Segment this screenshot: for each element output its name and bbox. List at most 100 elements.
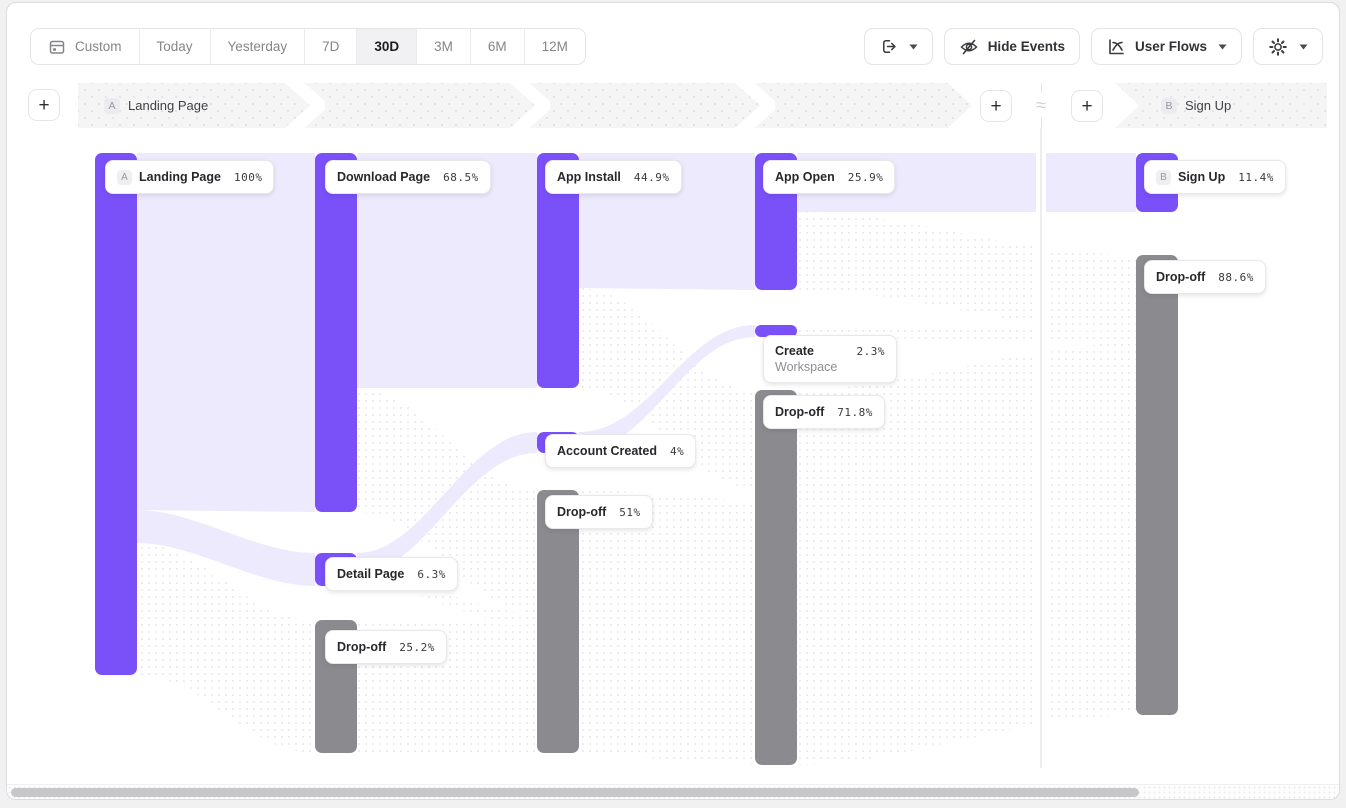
section-b-label: Sign Up bbox=[1185, 98, 1232, 113]
node-card-dropoff-step4[interactable]: Drop-off 71.8% bbox=[763, 395, 885, 429]
add-step-button-right[interactable]: + bbox=[1071, 90, 1103, 122]
flow-landing-to-dropoff2 bbox=[137, 543, 315, 753]
app-window: Custom Today Yesterday 7D 30D 3M 6M 12M bbox=[6, 2, 1340, 800]
date-range-label: Today bbox=[156, 39, 193, 54]
date-range-12m[interactable]: 12M bbox=[524, 29, 585, 64]
date-range-selector: Custom Today Yesterday 7D 30D 3M 6M 12M bbox=[30, 28, 586, 65]
bar-dropoff-section-b[interactable] bbox=[1136, 255, 1178, 715]
hide-events-label: Hide Events bbox=[987, 39, 1065, 54]
node-value: 51% bbox=[619, 505, 641, 519]
node-left: A Landing Page bbox=[117, 169, 221, 185]
date-range-custom[interactable]: Custom bbox=[31, 29, 140, 64]
settings-button[interactable] bbox=[1253, 28, 1323, 65]
flow-section-a-banner: A Landing Page bbox=[78, 83, 972, 128]
section-a-badge: A bbox=[104, 98, 120, 114]
flow-appopen-to-dropoff5 bbox=[797, 212, 1136, 331]
bar-dropoff-step3[interactable] bbox=[537, 490, 579, 753]
node-name: App Open bbox=[775, 170, 835, 184]
add-step-button-left[interactable]: + bbox=[28, 89, 60, 121]
node-badge-b: B bbox=[1156, 169, 1171, 185]
bar-dropoff-step4[interactable] bbox=[755, 390, 797, 765]
section-a-label: Landing Page bbox=[128, 98, 209, 113]
node-value: 25.2% bbox=[399, 640, 435, 654]
node-card-sign-up[interactable]: B Sign Up 11.4% bbox=[1144, 160, 1286, 194]
horizontal-scrollbar-thumb[interactable] bbox=[11, 788, 1139, 797]
chevron-down-icon bbox=[1218, 44, 1227, 50]
node-card-account-created[interactable]: Account Created 4% bbox=[545, 434, 697, 468]
node-value: 44.9% bbox=[633, 170, 670, 184]
node-value: 68.5% bbox=[443, 170, 479, 184]
date-range-6m[interactable]: 6M bbox=[470, 29, 525, 64]
bar-landing-page[interactable] bbox=[95, 153, 137, 675]
node-left: B Sign Up bbox=[1156, 169, 1226, 185]
node-name: Download Page bbox=[337, 170, 431, 184]
date-range-30d[interactable]: 30D bbox=[357, 29, 418, 64]
node-card-landing-page[interactable]: A Landing Page 100% bbox=[105, 160, 275, 194]
bar-create-workspace[interactable] bbox=[755, 325, 797, 337]
flow-createworkspace-to-dropoff5 bbox=[797, 325, 1136, 343]
user-flows-label: User Flows bbox=[1134, 39, 1207, 54]
node-card-dropoff-step3[interactable]: Drop-off 51% bbox=[545, 495, 653, 529]
date-range-label: 7D bbox=[322, 39, 340, 54]
date-range-label: 3M bbox=[434, 39, 453, 54]
flow-dropoff3-to-dropoff4 bbox=[579, 490, 755, 765]
user-flows-button[interactable]: User Flows bbox=[1090, 28, 1242, 65]
node-name: Drop-off bbox=[557, 505, 607, 519]
chevron-separator-icon bbox=[279, 83, 325, 128]
chevron-down-icon bbox=[1299, 44, 1308, 50]
node-value: 71.8% bbox=[837, 405, 873, 419]
date-range-7d[interactable]: 7D bbox=[305, 29, 358, 64]
node-card-dropoff-step2[interactable]: Drop-off 25.2% bbox=[325, 630, 447, 664]
flow-landing-to-detail bbox=[137, 510, 315, 586]
date-range-yesterday[interactable]: Yesterday bbox=[210, 29, 306, 64]
node-value: 88.6% bbox=[1218, 270, 1254, 284]
node-name: Sign Up bbox=[1178, 170, 1226, 184]
node-value: 11.4% bbox=[1238, 170, 1274, 184]
date-range-label: 12M bbox=[541, 39, 568, 54]
chevron-separator-icon bbox=[504, 83, 550, 128]
flow-section-b-banner: B Sign Up bbox=[1115, 83, 1327, 128]
flow-detail-to-accountcreated bbox=[357, 432, 537, 574]
node-card-detail-page[interactable]: Detail Page 6.3% bbox=[325, 557, 458, 591]
section-b-badge: B bbox=[1161, 97, 1177, 114]
export-button[interactable] bbox=[863, 28, 933, 65]
export-icon bbox=[879, 37, 898, 56]
node-card-dropoff-section-b[interactable]: Drop-off 88.6% bbox=[1144, 260, 1266, 294]
node-name: Drop-off bbox=[775, 405, 825, 419]
user-flows-chart-icon bbox=[1106, 37, 1126, 57]
horizontal-scrollbar-track bbox=[7, 784, 1339, 799]
date-range-label: Custom bbox=[75, 39, 122, 54]
toolbar-actions: Hide Events User Flows bbox=[863, 28, 1323, 65]
flow-landing-to-download bbox=[137, 153, 315, 512]
node-name: App Install bbox=[557, 170, 621, 184]
date-range-today[interactable]: Today bbox=[139, 29, 211, 64]
node-row: Create 2.3% bbox=[775, 344, 885, 358]
chevron-down-icon bbox=[909, 44, 918, 50]
date-range-3m[interactable]: 3M bbox=[417, 29, 471, 64]
node-value: 6.3% bbox=[417, 567, 446, 581]
approx-separator: ≈ bbox=[1029, 93, 1053, 117]
node-name: Account Created bbox=[557, 444, 658, 458]
node-value: 4% bbox=[670, 444, 685, 458]
node-value: 100% bbox=[233, 170, 263, 184]
date-range-label: 6M bbox=[487, 39, 507, 54]
calendar-icon bbox=[48, 38, 66, 56]
node-card-app-open[interactable]: App Open 25.9% bbox=[763, 160, 896, 194]
node-card-download-page[interactable]: Download Page 68.5% bbox=[325, 160, 491, 194]
user-flows-sankey: A Landing Page 100% Download Page 68.5% … bbox=[7, 128, 1339, 771]
node-name: Create bbox=[775, 344, 814, 358]
node-card-create-workspace[interactable]: Create 2.3% Workspace bbox=[763, 335, 897, 383]
flow-dropoff4-to-dropoff5 bbox=[797, 343, 1136, 765]
date-range-label: Yesterday bbox=[227, 39, 288, 54]
bar-app-install[interactable] bbox=[537, 153, 579, 388]
date-range-label: 30D bbox=[374, 39, 400, 54]
hide-events-button[interactable]: Hide Events bbox=[943, 28, 1080, 65]
add-step-button-middle[interactable]: + bbox=[980, 90, 1012, 122]
gear-icon bbox=[1268, 37, 1288, 57]
bar-download-page[interactable] bbox=[315, 153, 357, 512]
node-card-app-install[interactable]: App Install 44.9% bbox=[545, 160, 682, 194]
node-badge-a: A bbox=[117, 169, 132, 185]
flow-accountcreated-to-createworkspace bbox=[579, 325, 755, 451]
node-value: 2.3% bbox=[856, 344, 885, 358]
node-value: 25.9% bbox=[847, 170, 884, 184]
